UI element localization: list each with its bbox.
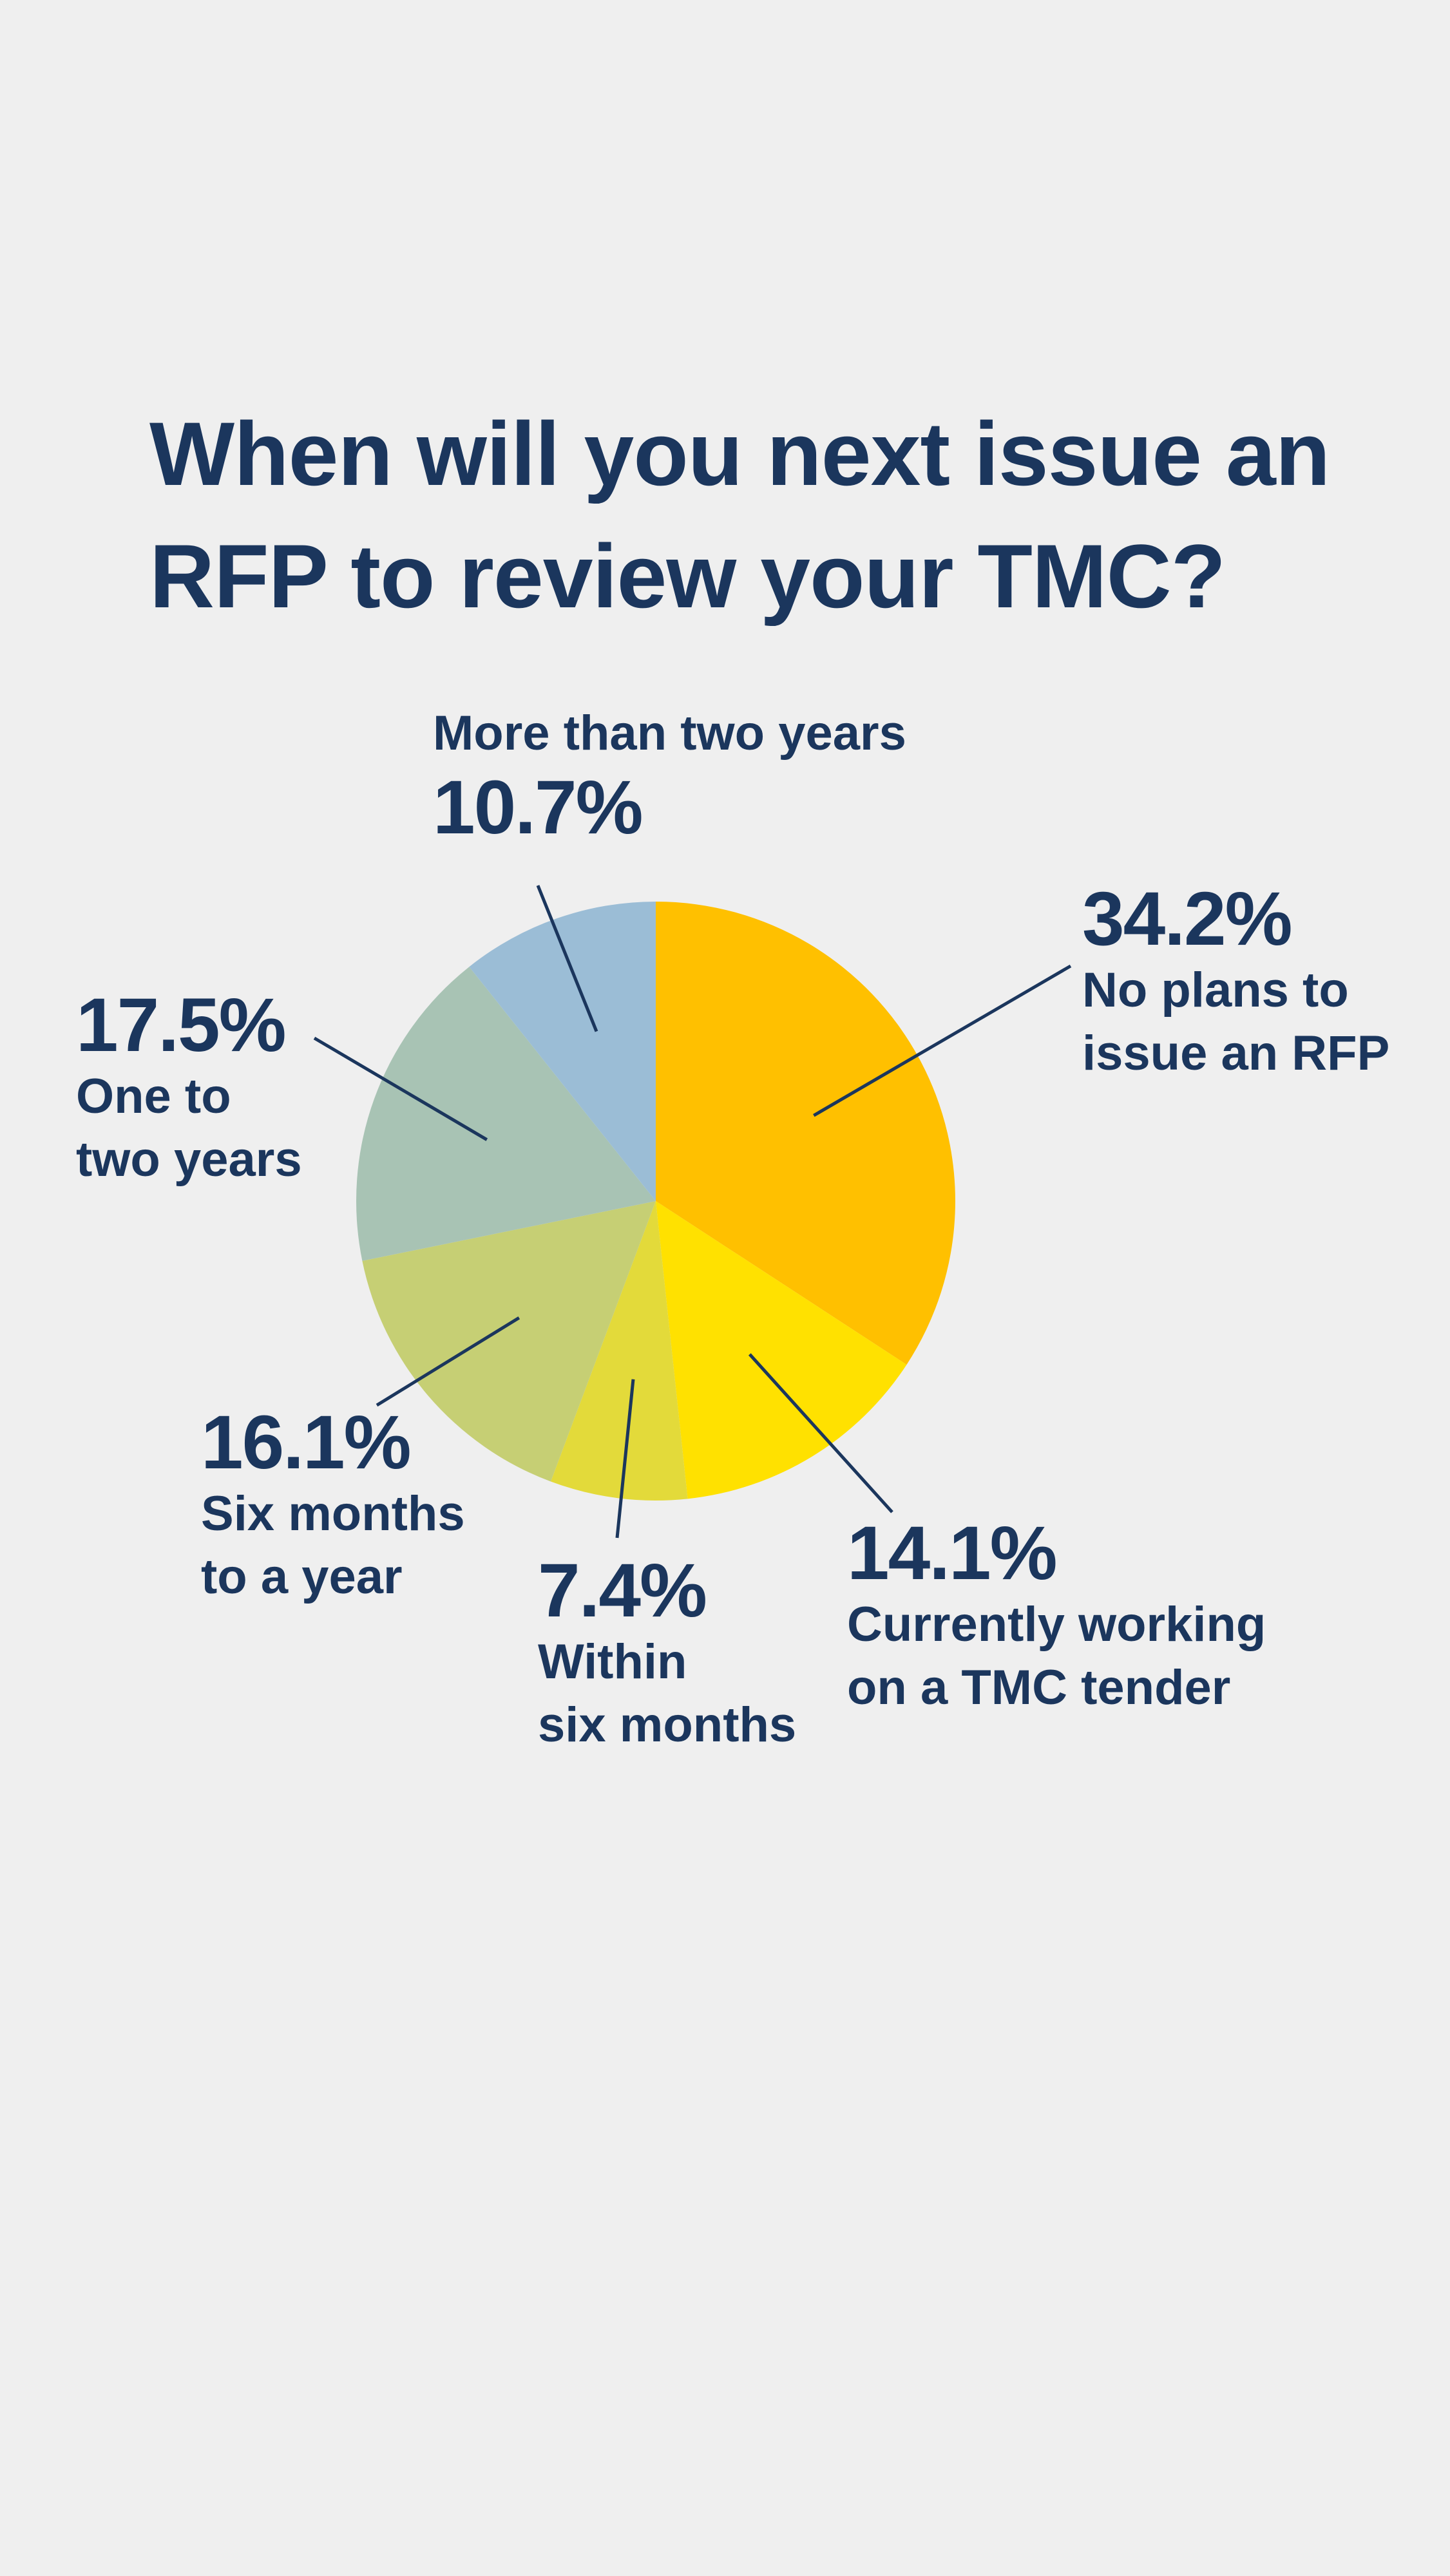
pie-slice-no-plans — [656, 902, 955, 1365]
leader-line-more-than-two-years — [536, 885, 598, 1032]
pie-slice-within-six-months — [551, 1201, 688, 1501]
pie-slices — [356, 902, 955, 1501]
pie-slice-six-months-to-year — [362, 1201, 656, 1482]
slice-label-six-months-to-year: 16.1% Six months to a year — [201, 1403, 465, 1609]
pie-slice-more-than-two-years — [469, 902, 656, 1201]
slice-category: Currently working on a TMC tender — [847, 1597, 1266, 1715]
slice-percent: 16.1% — [201, 1400, 412, 1485]
leader-line-within-six-months — [615, 1379, 635, 1539]
pie-slice-currently-working — [656, 1201, 907, 1499]
slice-percent: 10.7% — [433, 765, 644, 850]
leader-line-no-plans — [813, 964, 1072, 1117]
slice-percent: 34.2% — [1082, 876, 1293, 961]
slice-percent: 7.4% — [538, 1548, 707, 1633]
chart-title: When will you next issue an RFP to revie… — [149, 403, 1330, 627]
leader-line-one-to-two-years — [313, 1036, 488, 1141]
leader-lines — [313, 885, 1072, 1539]
slice-percent: 17.5% — [76, 983, 287, 1068]
slice-label-more-than-two-years: More than two years 10.7% — [433, 702, 906, 848]
slice-label-no-plans: 34.2% No plans to issue an RFP — [1082, 879, 1389, 1085]
slice-category: No plans to issue an RFP — [1082, 963, 1390, 1081]
pie-slice-one-to-two-years — [356, 967, 656, 1261]
slice-category: One to two years — [76, 1069, 302, 1187]
slice-label-within-six-months: 7.4% Within six months — [538, 1551, 796, 1757]
slice-label-one-to-two-years: 17.5% One to two years — [76, 985, 302, 1191]
leader-line-six-months-to-year — [376, 1316, 520, 1407]
leader-line-currently-working — [748, 1353, 893, 1513]
slice-category: Six months to a year — [201, 1486, 465, 1604]
slice-category: Within six months — [538, 1634, 797, 1752]
slice-label-currently-working: 14.1% Currently working on a TMC tender — [847, 1513, 1266, 1719]
slice-category: More than two years — [433, 706, 906, 761]
slice-percent: 14.1% — [847, 1511, 1058, 1596]
